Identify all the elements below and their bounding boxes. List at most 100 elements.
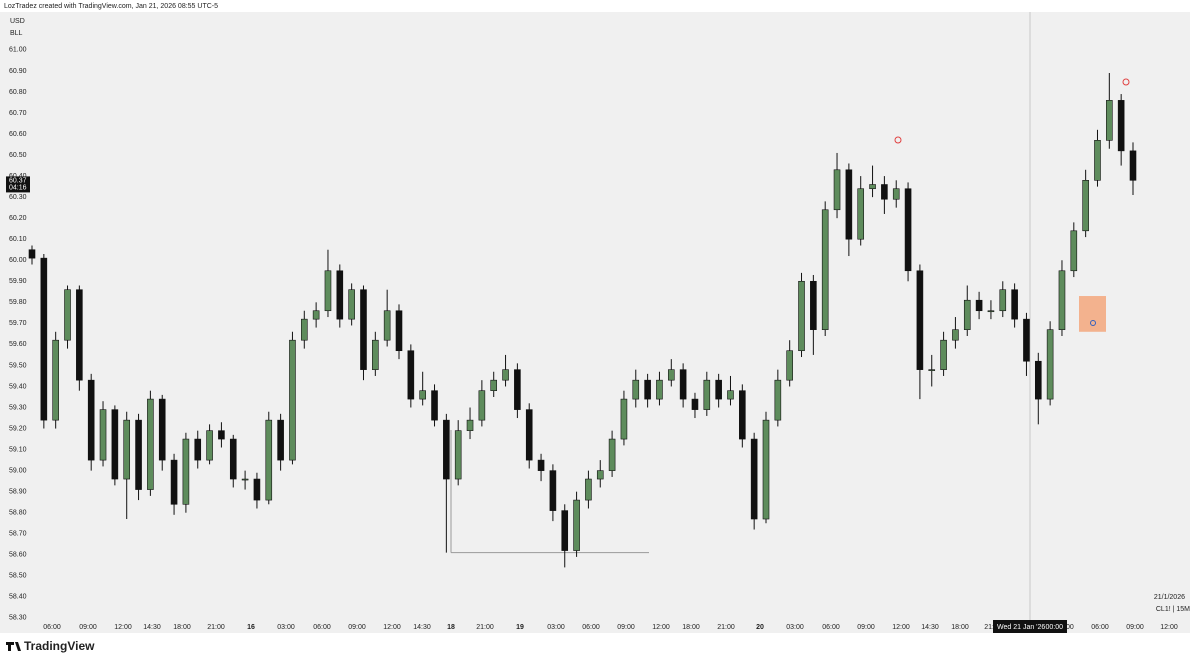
candle-body	[561, 510, 569, 551]
candle-body	[596, 470, 604, 480]
y-tick-label: 60.30	[9, 194, 27, 201]
x-tick-label: 09:00	[79, 624, 97, 631]
unit: USD	[10, 18, 25, 25]
candle-body	[727, 390, 734, 400]
logo-text: TradingView	[24, 639, 95, 653]
x-tick-label: 09:00	[617, 624, 635, 631]
candle-body	[123, 419, 131, 480]
candle-body	[869, 184, 876, 190]
candle-body	[1046, 329, 1054, 400]
candle-body	[1058, 270, 1066, 330]
candle-body	[407, 350, 415, 400]
candle-body	[952, 329, 959, 341]
header: LozTradez created with TradingView.com, …	[4, 3, 218, 10]
y-tick-label: 60.60	[9, 131, 27, 138]
candle-body	[703, 379, 711, 410]
candle-body	[525, 409, 533, 461]
candle-body	[987, 310, 995, 313]
y-tick-label: 59.70	[9, 320, 27, 327]
x-tick-label: 03:00	[547, 624, 565, 631]
candle-body	[76, 289, 83, 381]
crosshair-time: 00:00	[1045, 624, 1063, 631]
x-tick-label: 06:00	[1091, 624, 1109, 631]
candle-body	[585, 478, 592, 501]
candle-body	[336, 270, 344, 320]
zone	[1079, 296, 1106, 332]
candle-body	[170, 459, 178, 505]
x-tick-label: 12:00	[652, 624, 670, 631]
candle-body	[466, 419, 474, 431]
candle-body	[241, 478, 249, 481]
candle-body	[490, 379, 498, 391]
y-tick-label: 59.60	[9, 341, 27, 348]
series	[28, 73, 1137, 568]
candle-body	[147, 398, 154, 490]
candle-body	[1106, 100, 1113, 141]
candle-body	[620, 398, 628, 440]
y-tick-label: 59.20	[9, 425, 27, 432]
x-tick-label: 20	[756, 624, 764, 631]
candle-body	[395, 310, 403, 352]
candle-body	[1070, 230, 1078, 272]
y-tick-label: 60.10	[9, 236, 27, 243]
candle-body	[644, 379, 651, 400]
candle-body	[182, 438, 190, 505]
y-tick-label: 59.50	[9, 362, 27, 369]
candle-body	[786, 350, 793, 381]
price-tag-countdown: 04:16	[9, 184, 27, 191]
candle-body	[194, 438, 202, 461]
candle-body	[229, 438, 237, 480]
candle-body	[798, 280, 805, 352]
candle-body	[975, 299, 983, 312]
x-tick-label: 03:00	[786, 624, 804, 631]
x-tick-label: 12:00	[892, 624, 910, 631]
x-tick-label: 14:30	[921, 624, 939, 631]
marker	[1122, 78, 1130, 86]
candle-body	[218, 430, 225, 440]
y-tick-label: 58.50	[9, 573, 27, 580]
candle-body	[691, 398, 699, 410]
x-tick-label: 06:00	[582, 624, 600, 631]
x-tick-label: 14:30	[413, 624, 431, 631]
candle-body	[1082, 180, 1089, 232]
candle-body	[963, 299, 971, 330]
candle-body	[762, 419, 770, 520]
plot-background	[0, 12, 1190, 633]
candle-body	[549, 470, 557, 511]
candle-body	[667, 369, 675, 381]
candle-body	[514, 369, 521, 410]
candle-body	[253, 478, 261, 501]
candle-body	[454, 430, 462, 480]
candle-body	[135, 419, 142, 490]
candle-body	[999, 289, 1007, 312]
x-tick-label: 06:00	[43, 624, 61, 631]
candle-body	[40, 257, 48, 421]
candle-body	[372, 339, 379, 370]
y-tick-label: 58.90	[9, 489, 27, 496]
candle-body	[904, 188, 912, 272]
y-tick-label: 59.30	[9, 404, 27, 411]
candle-body	[28, 249, 36, 259]
candle-body	[443, 419, 450, 480]
candle-body	[289, 339, 296, 461]
candle-body	[573, 499, 580, 551]
y-tick-label: 61.00	[9, 47, 27, 54]
candle-body	[928, 369, 936, 371]
x-tick-label: 12:00	[1160, 624, 1178, 631]
candle-body	[916, 270, 924, 370]
candle-body	[478, 390, 486, 421]
candle-body	[750, 438, 758, 520]
candle-body	[845, 169, 853, 240]
x-tick-label: 19	[516, 624, 524, 631]
y-tick-label: 58.70	[9, 531, 27, 538]
candle-body	[348, 289, 355, 320]
candle-body	[881, 184, 888, 200]
candle-body	[537, 459, 545, 471]
candle-body	[300, 318, 308, 341]
candle-body	[656, 379, 663, 400]
x-tick-label: 06:00	[822, 624, 840, 631]
candle-body	[383, 310, 391, 341]
candle-body	[608, 438, 616, 471]
